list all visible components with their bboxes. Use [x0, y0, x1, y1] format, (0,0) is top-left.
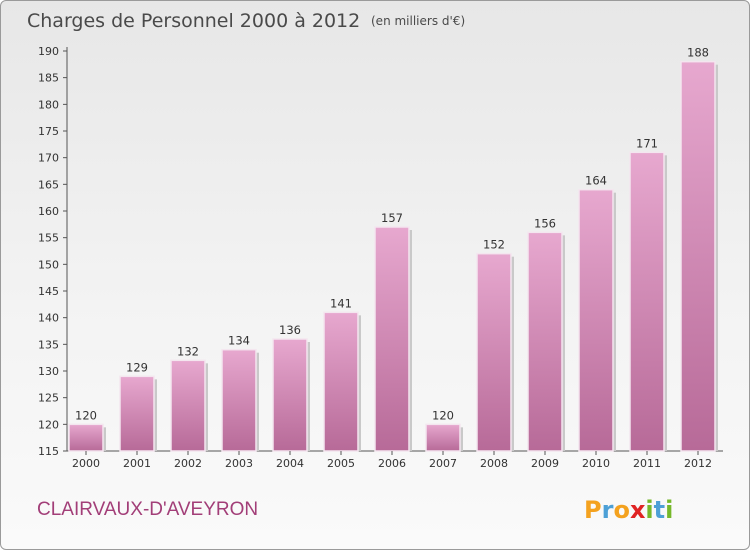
y-tick-label: 145 [38, 285, 59, 298]
y-tick-label: 120 [38, 418, 59, 431]
logo-letter: i [665, 496, 673, 524]
bar [629, 151, 665, 452]
place-name: CLAIRVAUX-D'AVEYRON [37, 499, 258, 520]
bar [374, 226, 410, 452]
logo-letter: t [654, 496, 665, 524]
bar-value-label: 141 [330, 296, 352, 310]
x-tick-label: 2008 [480, 457, 508, 470]
bar [170, 359, 206, 452]
y-tick-label: 130 [38, 365, 59, 378]
x-tick-label: 2001 [123, 457, 151, 470]
bar [323, 311, 359, 452]
bar-value-label: 129 [126, 360, 148, 374]
x-tick-label: 2005 [327, 457, 355, 470]
x-tick-label: 2010 [582, 457, 610, 470]
x-tick-label: 2000 [72, 457, 100, 470]
bar-value-label: 134 [228, 334, 250, 348]
bar-value-label: 164 [585, 174, 607, 188]
logo-wordmark: Proxiti [584, 496, 673, 524]
bar [680, 60, 716, 452]
axes: 115 120 125 130 135 140 145 150 155 160 165 170 175 1… [38, 45, 723, 458]
y-tick-label: 150 [38, 258, 59, 271]
y-tick-label: 180 [38, 98, 59, 111]
x-tick-label: 2003 [225, 457, 253, 470]
proxiti-logo: Proxiti [584, 496, 673, 524]
y-tick-label: 115 [38, 445, 59, 458]
y-tick-label: 190 [38, 45, 59, 58]
bar [68, 423, 104, 452]
x-tick-label: 2004 [276, 457, 304, 470]
y-tick-label: 170 [38, 152, 59, 165]
bar [221, 348, 257, 452]
x-tick-label: 2009 [531, 457, 559, 470]
x-tick-label: 2007 [429, 457, 457, 470]
bar [425, 423, 461, 452]
bar-value-label: 132 [177, 344, 199, 358]
bar-value-label: 156 [534, 216, 556, 230]
x-tick-label: 2006 [378, 457, 406, 470]
logo-letter: x [630, 496, 646, 524]
bar [578, 188, 614, 452]
y-tick-label: 125 [38, 392, 59, 405]
x-tick-label: 2011 [633, 457, 661, 470]
y-tick-label: 140 [38, 312, 59, 325]
bar-value-label: 157 [381, 211, 403, 225]
y-tick-label: 160 [38, 205, 59, 218]
logo-letter: i [645, 496, 653, 524]
bar [272, 338, 308, 452]
x-tick-label: 2012 [684, 457, 712, 470]
bar [119, 375, 155, 452]
chart-title: Charges de Personnel 2000 à 2012 [27, 10, 360, 32]
bar-value-label: 120 [432, 408, 454, 422]
y-tick-label: 185 [38, 72, 59, 85]
bars: 120 2000 129 2001 132 2002 134 2003 136 2004 141 20… [68, 46, 718, 470]
y-tick-label: 155 [38, 232, 59, 245]
y-tick-label: 175 [38, 125, 59, 138]
x-tick-label: 2002 [174, 457, 202, 470]
bar-value-label: 171 [636, 136, 658, 150]
bar [476, 252, 512, 452]
logo-letter: P [584, 496, 602, 524]
logo-letter: o [613, 496, 630, 524]
bar-value-label: 152 [483, 238, 505, 252]
bar-value-label: 188 [687, 46, 709, 60]
logo-letter: r [602, 496, 614, 524]
y-tick-label: 165 [38, 178, 59, 191]
bar-value-label: 136 [279, 323, 301, 337]
bar [527, 231, 563, 452]
chart-subtitle: (en milliers d'€) [371, 14, 465, 28]
bar-value-label: 120 [75, 408, 97, 422]
y-tick-label: 135 [38, 338, 59, 351]
